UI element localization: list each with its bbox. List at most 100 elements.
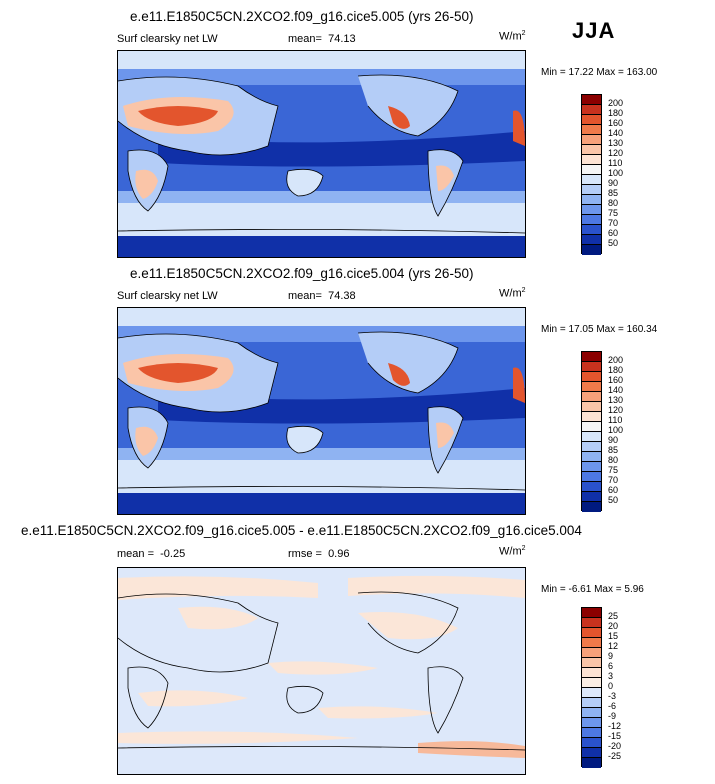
panel1-colorbar-swatch <box>582 205 601 215</box>
panel3-title: e.e11.E1850C5CN.2XCO2.f09_g16.cice5.005 … <box>21 523 582 538</box>
colorbar-tick: 80 <box>608 455 619 465</box>
colorbar-tick: 110 <box>608 158 623 168</box>
colorbar-tick: 50 <box>608 238 619 248</box>
panel2-colorbar <box>581 351 602 512</box>
colorbar-tick: -9 <box>608 711 617 721</box>
panel3-rmse: rmse = 0.96 <box>288 548 350 560</box>
panel3-colorbar-swatch <box>582 618 601 628</box>
panel2-colorbar-swatch <box>582 452 601 462</box>
colorbar-tick: 15 <box>608 631 619 641</box>
colorbar-tick: -6 <box>608 701 617 711</box>
panel3-mean: mean = -0.25 <box>117 548 186 560</box>
panel1-colorbar-swatch <box>582 105 601 115</box>
panel2-map <box>117 307 526 515</box>
panel2-colorbar-swatch <box>582 462 601 472</box>
panel2-colorbar-swatch <box>582 472 601 482</box>
colorbar-tick: 0 <box>608 681 614 691</box>
colorbar-tick: 200 <box>608 98 624 108</box>
panel1-colorbar-swatch <box>582 175 601 185</box>
colorbar-tick: 110 <box>608 415 623 425</box>
colorbar-tick: 9 <box>608 651 614 661</box>
colorbar-tick: -3 <box>608 691 617 701</box>
panel1-colorbar-swatch <box>582 225 601 235</box>
panel3-units: W/m2 <box>499 545 526 558</box>
colorbar-tick: 3 <box>608 671 614 681</box>
panel3-map <box>117 567 526 775</box>
panel3-colorbar-swatch <box>582 628 601 638</box>
panel2-colorbar-swatch <box>582 432 601 442</box>
panel2-mean: mean= 74.38 <box>288 290 356 302</box>
panel2-variable: Surf clearsky net LW <box>117 290 218 302</box>
panel1-colorbar-swatch <box>582 95 601 105</box>
colorbar-tick: 90 <box>608 178 619 188</box>
panel1-colorbar-swatch <box>582 185 601 195</box>
panel2-colorbar-ticks: 200 180 160 140 130 120 110 100 90 85 80… <box>608 351 648 511</box>
colorbar-tick: 85 <box>608 188 619 198</box>
colorbar-tick: 70 <box>608 218 619 228</box>
panel3-colorbar-swatch <box>582 678 601 688</box>
colorbar-tick: 20 <box>608 621 619 631</box>
panel2-colorbar-swatch <box>582 492 601 502</box>
colorbar-tick: 50 <box>608 495 619 505</box>
colorbar-tick: 6 <box>608 661 614 671</box>
panel2-colorbar-swatch <box>582 442 601 452</box>
panel2-colorbar-swatch <box>582 372 601 382</box>
season-label: JJA <box>572 18 616 43</box>
colorbar-tick: 180 <box>608 365 624 375</box>
panel3-colorbar-swatch <box>582 668 601 678</box>
panel3-colorbar <box>581 607 602 768</box>
panel1-map-field <box>118 51 525 257</box>
panel1-variable: Surf clearsky net LW <box>117 33 218 45</box>
colorbar-tick: 90 <box>608 435 619 445</box>
colorbar-tick: 100 <box>608 425 624 435</box>
colorbar-tick: -25 <box>608 751 622 761</box>
panel3-colorbar-ticks: 25 20 15 12 9 6 3 0 -3 -6 -9 -12 -15 -20… <box>608 607 648 767</box>
panel2-colorbar-swatch <box>582 382 601 392</box>
colorbar-tick: -20 <box>608 741 622 751</box>
colorbar-tick: 130 <box>608 395 624 405</box>
panel3-colorbar-swatch <box>582 748 601 758</box>
colorbar-tick: 140 <box>608 385 624 395</box>
colorbar-tick: -12 <box>608 721 622 731</box>
panel1-colorbar-swatch <box>582 195 601 205</box>
colorbar-tick: 100 <box>608 168 624 178</box>
panel1-title: e.e11.E1850C5CN.2XCO2.f09_g16.cice5.005 … <box>130 9 474 24</box>
colorbar-tick: 140 <box>608 128 624 138</box>
panel3-colorbar-swatch <box>582 728 601 738</box>
colorbar-tick: 25 <box>608 611 619 621</box>
panel3-colorbar-swatch <box>582 638 601 648</box>
panel2-colorbar-swatch <box>582 402 601 412</box>
panel2-colorbar-swatch <box>582 352 601 362</box>
panel1-colorbar-swatch <box>582 145 601 155</box>
panel2-colorbar-swatch <box>582 362 601 372</box>
panel3-colorbar-swatch <box>582 738 601 748</box>
panel1-units: W/m2 <box>499 30 526 43</box>
panel3-colorbar-swatch <box>582 688 601 698</box>
panel3-colorbar-swatch <box>582 698 601 708</box>
panel1-minmax: Min = 17.22 Max = 163.00 <box>541 67 658 78</box>
panel1-colorbar-ticks: 200 180 160 140 130 120 110 100 90 85 80… <box>608 94 648 254</box>
colorbar-tick: 75 <box>608 465 619 475</box>
panel3-minmax: Min = -6.61 Max = 5.96 <box>541 584 644 595</box>
colorbar-tick: 200 <box>608 355 624 365</box>
panel2-colorbar-swatch <box>582 422 601 432</box>
panel1-map <box>117 50 526 258</box>
panel2-colorbar-swatch <box>582 412 601 422</box>
panel1-colorbar-swatch <box>582 125 601 135</box>
panel1-colorbar-swatch <box>582 165 601 175</box>
colorbar-tick: 120 <box>608 405 624 415</box>
panel2-colorbar-swatch <box>582 482 601 492</box>
panel1-colorbar-swatch <box>582 215 601 225</box>
colorbar-tick: -15 <box>608 731 622 741</box>
panel2-units: W/m2 <box>499 287 526 300</box>
colorbar-tick: 180 <box>608 108 624 118</box>
colorbar-tick: 130 <box>608 138 624 148</box>
colorbar-tick: 75 <box>608 208 619 218</box>
colorbar-tick: 85 <box>608 445 619 455</box>
panel2-colorbar-swatch <box>582 502 601 512</box>
colorbar-tick: 120 <box>608 148 624 158</box>
colorbar-tick: 60 <box>608 228 619 238</box>
panel1-colorbar-swatch <box>582 235 601 245</box>
panel3-map-field <box>118 568 525 774</box>
panel1-colorbar-swatch <box>582 155 601 165</box>
